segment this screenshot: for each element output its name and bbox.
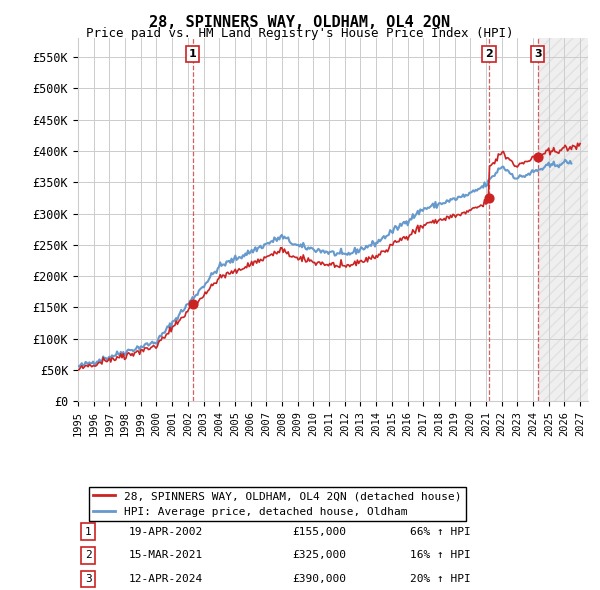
Text: Price paid vs. HM Land Registry's House Price Index (HPI): Price paid vs. HM Land Registry's House … bbox=[86, 27, 514, 40]
Point bbox=[188, 300, 197, 309]
Text: 66% ↑ HPI: 66% ↑ HPI bbox=[409, 527, 470, 537]
Text: 19-APR-2002: 19-APR-2002 bbox=[129, 527, 203, 537]
Text: 28, SPINNERS WAY, OLDHAM, OL4 2QN: 28, SPINNERS WAY, OLDHAM, OL4 2QN bbox=[149, 15, 451, 30]
Text: 16% ↑ HPI: 16% ↑ HPI bbox=[409, 550, 470, 560]
Text: 12-APR-2024: 12-APR-2024 bbox=[129, 574, 203, 584]
Text: 20% ↑ HPI: 20% ↑ HPI bbox=[409, 574, 470, 584]
Text: 15-MAR-2021: 15-MAR-2021 bbox=[129, 550, 203, 560]
Text: 2: 2 bbox=[485, 49, 493, 59]
Point bbox=[533, 152, 542, 162]
Legend: 28, SPINNERS WAY, OLDHAM, OL4 2QN (detached house), HPI: Average price, detached: 28, SPINNERS WAY, OLDHAM, OL4 2QN (detac… bbox=[89, 487, 466, 521]
Text: 3: 3 bbox=[534, 49, 542, 59]
Text: £325,000: £325,000 bbox=[292, 550, 346, 560]
Text: £390,000: £390,000 bbox=[292, 574, 346, 584]
Text: 1: 1 bbox=[188, 49, 196, 59]
Point bbox=[484, 193, 494, 202]
Text: 1: 1 bbox=[85, 527, 92, 537]
Text: 2: 2 bbox=[85, 550, 92, 560]
Text: 3: 3 bbox=[85, 574, 92, 584]
Bar bbox=[538, 38, 588, 401]
Text: £155,000: £155,000 bbox=[292, 527, 346, 537]
